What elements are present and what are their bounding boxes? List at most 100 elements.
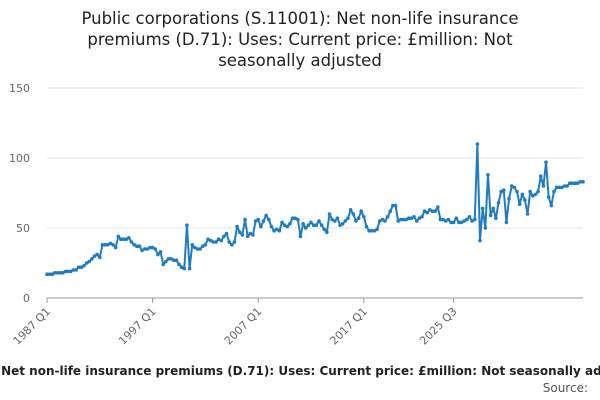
data-point — [142, 247, 147, 251]
data-point — [441, 217, 445, 222]
data-point — [504, 220, 509, 225]
data-point — [121, 237, 126, 241]
data-point — [87, 259, 92, 264]
data-point — [399, 217, 403, 222]
data-point — [116, 234, 121, 239]
data-point — [578, 180, 583, 184]
data-point — [533, 192, 538, 197]
data-point — [79, 265, 84, 270]
data-point — [156, 252, 160, 257]
data-point — [377, 219, 382, 223]
data-point — [383, 219, 387, 223]
data-point — [435, 205, 440, 209]
data-point — [541, 184, 546, 188]
data-point — [219, 238, 224, 243]
data-point — [182, 266, 187, 271]
x-tick-label: 2007 Q1 — [222, 305, 265, 348]
data-point — [306, 223, 311, 227]
data-point — [396, 219, 400, 223]
data-point — [53, 271, 57, 275]
chart-title-line: premiums (D.71): Uses: Current price: £m… — [87, 30, 513, 49]
data-point — [509, 184, 514, 188]
data-point — [227, 240, 231, 244]
data-point — [325, 230, 329, 234]
data-point — [417, 216, 422, 220]
data-point — [446, 217, 451, 222]
data-point — [459, 220, 464, 225]
data-point — [195, 247, 200, 251]
data-point — [552, 189, 556, 194]
data-point — [61, 271, 65, 275]
data-point — [243, 217, 247, 222]
data-point — [575, 181, 580, 185]
data-point — [457, 220, 461, 225]
chart-title-line: seasonally adjusted — [218, 51, 382, 70]
data-point — [449, 220, 453, 225]
data-point — [169, 257, 173, 261]
data-point — [84, 261, 89, 265]
data-point — [470, 219, 474, 223]
data-point — [483, 226, 488, 230]
data-point — [351, 212, 356, 216]
chart-title-line: Public corporations (S.11001): Net non-l… — [81, 9, 519, 28]
data-point — [425, 210, 430, 215]
data-point — [140, 248, 144, 253]
data-point — [409, 216, 414, 220]
data-point — [208, 238, 213, 243]
source-label: Source: — [542, 381, 588, 395]
data-point — [486, 173, 490, 177]
data-point — [422, 209, 427, 213]
data-point — [322, 227, 327, 232]
data-point — [174, 258, 179, 263]
data-point — [338, 223, 342, 227]
data-point — [274, 227, 279, 232]
data-point — [573, 181, 577, 185]
data-point — [369, 229, 374, 233]
data-point — [330, 217, 334, 222]
data-point — [137, 244, 142, 248]
data-point — [309, 220, 313, 225]
data-point — [98, 255, 102, 260]
data-point — [108, 241, 113, 246]
data-point — [401, 217, 406, 222]
data-point — [288, 222, 292, 226]
data-point — [200, 244, 205, 248]
data-point — [438, 217, 443, 222]
data-point — [462, 219, 466, 223]
data-point — [127, 236, 131, 240]
data-point — [280, 220, 284, 225]
series-line — [47, 143, 583, 276]
data-point — [166, 257, 171, 261]
data-point — [66, 269, 70, 274]
data-point — [259, 224, 263, 229]
data-point — [171, 258, 176, 263]
data-point — [512, 185, 517, 190]
data-point — [92, 254, 97, 258]
y-tick-label: 150 — [9, 82, 30, 95]
data-point — [185, 223, 189, 227]
data-point — [103, 243, 107, 247]
data-point — [148, 245, 152, 250]
data-point — [95, 252, 99, 257]
chart-title: Public corporations (S.11001): Net non-l… — [0, 8, 600, 71]
data-point — [240, 233, 245, 237]
data-point — [272, 229, 276, 233]
data-point — [232, 240, 237, 244]
chart-caption-text: Public corporations (S.11001): Net non-l… — [0, 364, 600, 378]
data-point — [63, 269, 68, 274]
data-point — [507, 196, 511, 201]
data-point — [124, 237, 129, 241]
data-point — [525, 212, 530, 216]
data-point — [293, 216, 298, 220]
data-point — [314, 223, 319, 227]
data-point — [451, 220, 456, 225]
x-tick-label: 2017 Q1 — [327, 305, 370, 348]
data-point — [198, 247, 202, 251]
x-tick-label: 1987 Q1 — [11, 305, 54, 348]
data-point — [375, 227, 379, 232]
data-point — [253, 219, 258, 223]
data-point — [277, 229, 282, 233]
data-point — [164, 259, 168, 264]
data-point — [82, 264, 86, 268]
data-point — [560, 185, 564, 190]
